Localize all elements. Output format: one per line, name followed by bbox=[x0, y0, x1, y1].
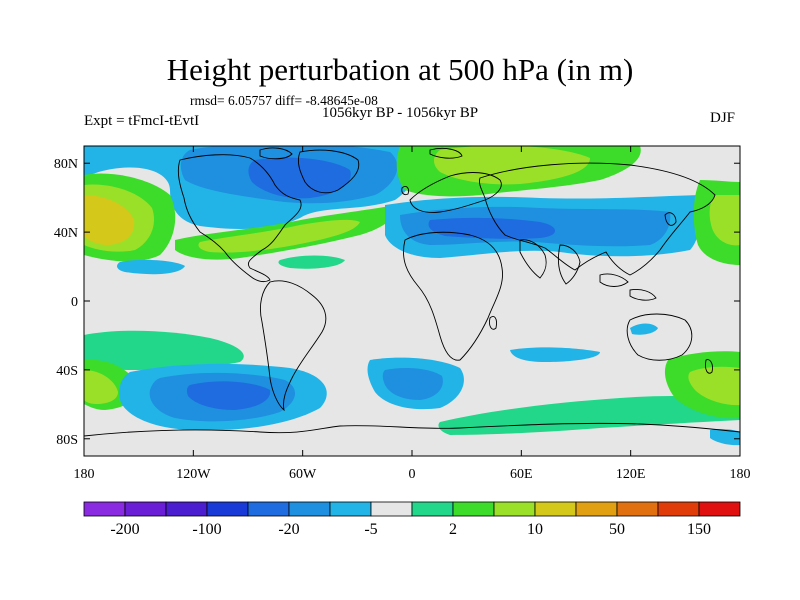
axis-ticks bbox=[83, 146, 741, 456]
colorbar-label: -200 bbox=[110, 521, 139, 538]
colorbar-swatch bbox=[288, 501, 331, 517]
lon-label: 120W bbox=[176, 467, 211, 482]
colorbar bbox=[83, 501, 741, 517]
colorbar-swatch bbox=[83, 501, 126, 517]
plot-title: Height perturbation at 500 hPa (in m) bbox=[166, 52, 634, 87]
colorbar-swatch bbox=[698, 501, 741, 517]
colorbar-label: -100 bbox=[192, 521, 221, 538]
colorbar-swatch bbox=[247, 501, 290, 517]
colorbar-label: 150 bbox=[687, 521, 711, 538]
colorbar-swatch bbox=[534, 501, 577, 517]
colorbar-label: -5 bbox=[364, 521, 377, 538]
lat-label: 80N bbox=[54, 157, 78, 172]
colorbar-labels: -200 -100 -20 -5 2 10 50 150 bbox=[110, 521, 711, 538]
colorbar-swatch bbox=[370, 501, 413, 517]
colorbar-label: -20 bbox=[278, 521, 299, 538]
colorbar-swatch bbox=[493, 501, 536, 517]
lon-label: 180 bbox=[730, 467, 751, 482]
colorbar-swatch bbox=[165, 501, 208, 517]
lat-label: 80S bbox=[56, 433, 78, 448]
lat-label: 40N bbox=[54, 226, 78, 241]
colorbar-swatch bbox=[124, 501, 167, 517]
longitude-labels: 180 120W 60W 0 60E 120E 180 bbox=[74, 467, 751, 482]
experiment-label: Expt = tFmcI-tEvtI bbox=[84, 113, 200, 129]
colorbar-swatch bbox=[206, 501, 249, 517]
colorbar-swatch bbox=[616, 501, 659, 517]
lat-label: 40S bbox=[56, 364, 78, 379]
colorbar-swatch bbox=[411, 501, 454, 517]
colorbar-swatch bbox=[657, 501, 700, 517]
lon-label: 180 bbox=[74, 467, 95, 482]
period-text: 1056kyr BP - 1056kyr BP bbox=[321, 105, 479, 121]
colorbar-label: 2 bbox=[449, 521, 457, 538]
colorbar-swatch bbox=[452, 501, 495, 517]
lat-label: 0 bbox=[71, 295, 78, 310]
lon-label: 0 bbox=[409, 467, 416, 482]
lon-label: 60W bbox=[289, 467, 317, 482]
lon-label: 60E bbox=[510, 467, 533, 482]
colorbar-label: 50 bbox=[609, 521, 625, 538]
positive-region-south-pacific-west bbox=[84, 330, 244, 370]
stats-text: rmsd= 6.05757 diff= -8.48645e-08 bbox=[190, 93, 378, 108]
coastlines bbox=[84, 147, 740, 437]
latitude-labels: 80N 40N 0 40S 80S bbox=[54, 157, 78, 448]
colorbar-swatch bbox=[329, 501, 372, 517]
colorbar-label: 10 bbox=[527, 521, 543, 538]
season-label: DJF bbox=[710, 110, 736, 126]
lon-label: 120E bbox=[616, 467, 646, 482]
colorbar-swatch bbox=[575, 501, 618, 517]
